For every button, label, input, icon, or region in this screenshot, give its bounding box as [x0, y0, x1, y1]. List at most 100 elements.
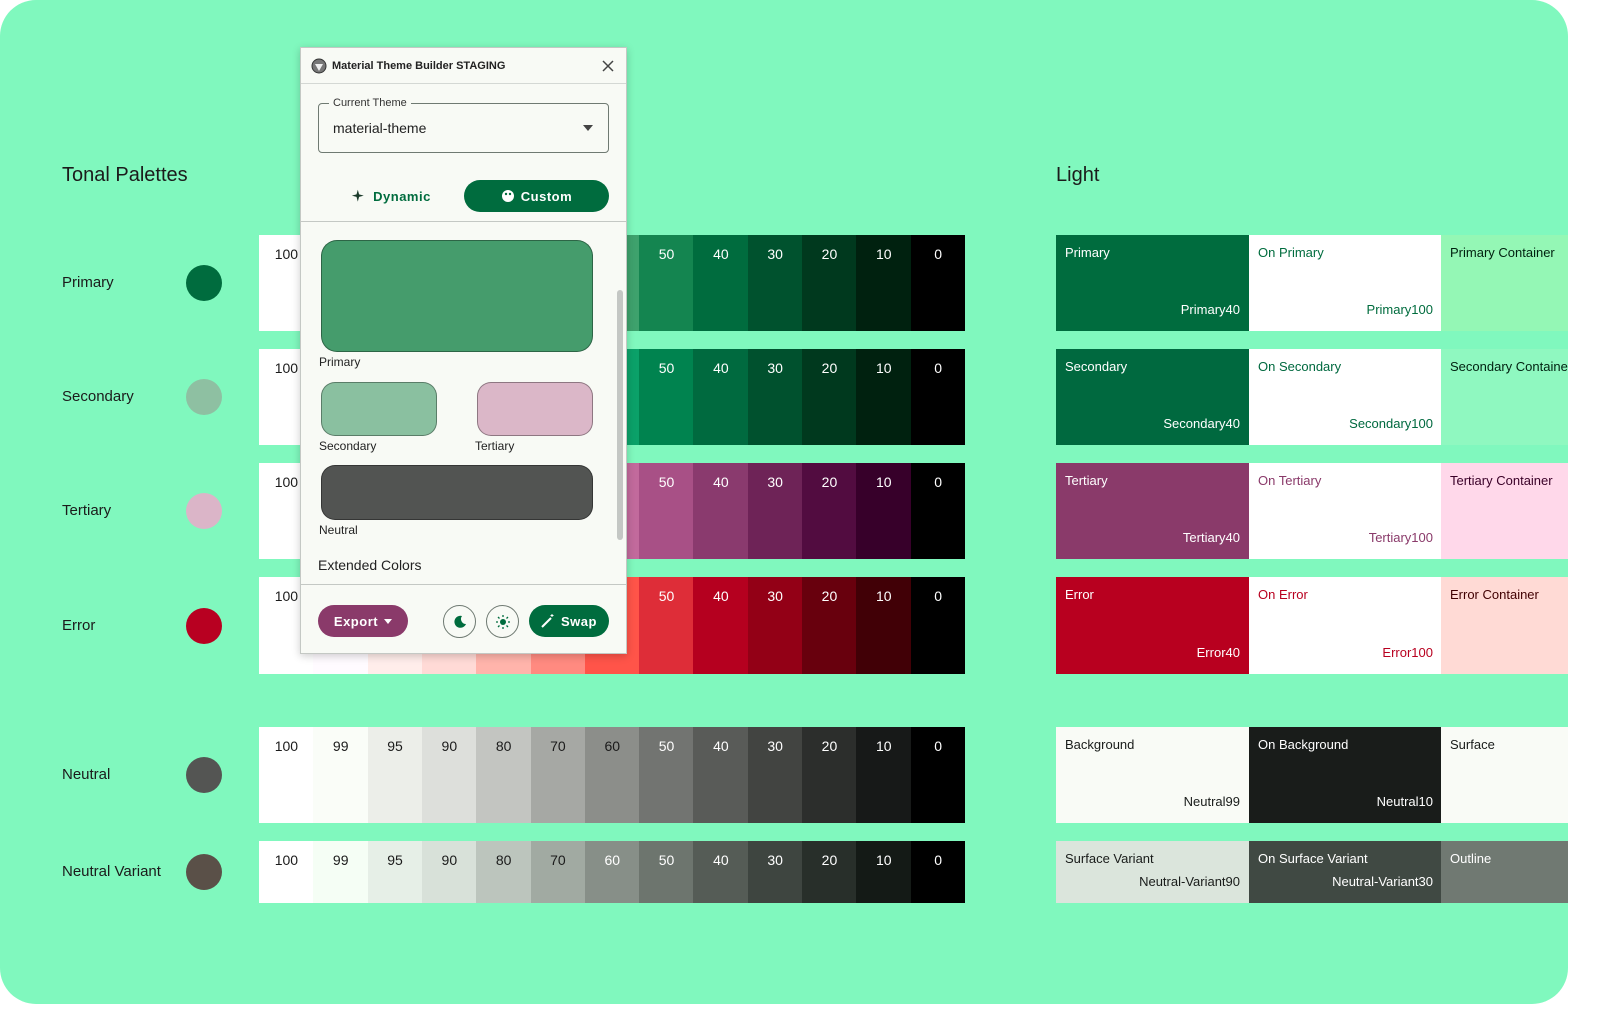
color-role-card: Secondary Container [1441, 349, 1568, 445]
tone-label: 90 [441, 738, 458, 754]
tone-swatch: 50 [639, 727, 694, 823]
tone-label: 20 [821, 474, 838, 490]
palette-name: Neutral [62, 766, 111, 783]
tone-swatch: 50 [639, 463, 694, 559]
plugin-panel: Material Theme Builder STAGING Current T… [300, 47, 627, 654]
custom-tab[interactable]: Custom [464, 180, 609, 212]
swatch[interactable] [477, 382, 593, 436]
key-color [186, 607, 222, 644]
wand-icon [541, 614, 554, 628]
tone-swatch: 60 [584, 727, 640, 823]
swatch[interactable] [321, 465, 593, 520]
color-role-card: Background Neutral99 [1056, 727, 1249, 823]
role-tone: Secondary40 [1163, 416, 1240, 431]
tone-swatch: 20 [802, 727, 857, 823]
role-name: Tertiary Container [1450, 473, 1553, 488]
canvas: Tonal Palettes Light Material Theme Buil… [0, 0, 1568, 1004]
tone-swatch: 0 [910, 577, 966, 674]
tone-label: 40 [713, 360, 729, 376]
role-name: Background [1065, 737, 1135, 752]
tone-label: 10 [875, 588, 892, 604]
tone-label: 40 [713, 588, 729, 604]
tone-label: 20 [821, 738, 838, 754]
color-role-card: On Primary Primary100 [1249, 235, 1442, 331]
swatch-label: Primary [319, 355, 361, 369]
tone-swatch: 80 [476, 727, 532, 823]
dynamic-tab[interactable]: Dynamic [341, 180, 441, 212]
dark-mode-button[interactable] [443, 605, 476, 638]
tone-label: 80 [495, 852, 512, 868]
button-label: Export [333, 613, 379, 629]
tone-label: 60 [604, 738, 621, 754]
arrow [384, 618, 393, 624]
palette-icon [501, 190, 514, 202]
color-role-card: Secondary Secondary40 [1056, 349, 1249, 445]
theme-dropdown[interactable]: Current Theme material-theme [318, 97, 609, 153]
tone-swatch: 40 [693, 349, 749, 445]
tone-swatch: 10 [856, 727, 912, 823]
role-tone: Tertiary40 [1182, 530, 1240, 545]
tone-swatch: 30 [747, 349, 803, 445]
tone-label: 40 [713, 246, 729, 262]
swatch[interactable] [321, 240, 593, 352]
tone-label: 95 [387, 738, 403, 754]
role-tone: Error100 [1382, 645, 1433, 660]
key-color [186, 854, 222, 890]
header: Material Theme Builder STAGING [301, 48, 626, 84]
role-name: On Error [1258, 587, 1308, 602]
tone-swatch: 40 [693, 463, 749, 559]
swap-button[interactable]: Swap [529, 605, 609, 637]
scroll-area: Primary Secondary Tertiary Neutral Extended… [301, 221, 626, 585]
tone-label: 70 [550, 852, 566, 868]
tone-label: 40 [713, 474, 729, 490]
tone-label: 80 [495, 738, 512, 754]
tone-label: 50 [658, 246, 675, 262]
tone-swatch: 10 [856, 577, 912, 674]
tone-label: 90 [441, 852, 458, 868]
color-role-card: Primary Container [1441, 235, 1568, 331]
tone-swatch: 40 [693, 235, 749, 331]
tone-label: 30 [767, 246, 783, 262]
tone-swatch: 50 [639, 577, 694, 674]
tone-label: 30 [767, 738, 783, 754]
role-tone: Primary100 [1366, 302, 1433, 317]
tone-label: 40 [713, 852, 729, 868]
role-name: Surface [1450, 737, 1495, 752]
tone-label: 0 [934, 246, 942, 262]
tone-label: 50 [658, 738, 675, 754]
tone-swatch: 30 [747, 235, 803, 331]
section-title: Tonal Palettes [62, 164, 188, 186]
role-name: On Background [1258, 737, 1349, 752]
plugin-icon [311, 58, 327, 74]
dropdown-arrow [583, 125, 593, 131]
tone-label: 30 [767, 588, 783, 604]
light-mode-button[interactable] [486, 605, 519, 638]
tone-swatch: 0 [910, 349, 966, 445]
tone-swatch: 60 [584, 841, 640, 903]
tone-swatch: 95 [367, 727, 423, 823]
export-button[interactable]: Export [318, 605, 408, 637]
tone-swatch: 70 [530, 841, 586, 903]
tone-swatch: 70 [530, 727, 586, 823]
role-tone: Error40 [1196, 645, 1240, 660]
tone-swatch: 20 [802, 577, 857, 674]
role-name: On Tertiary [1258, 473, 1322, 488]
tone-label: 10 [875, 474, 892, 490]
tone-label: 50 [658, 360, 675, 376]
color-role-card: Surface [1441, 727, 1568, 823]
sparkle-icon [351, 189, 364, 202]
role-name: Tertiary [1065, 473, 1108, 488]
tone-swatch: 20 [802, 841, 857, 903]
color-role-card: On Background Neutral10 [1249, 727, 1442, 823]
tone-label: 100 [274, 852, 299, 868]
role-tone: Secondary100 [1349, 416, 1433, 431]
tone-label: 10 [875, 360, 892, 376]
tone-label: 100 [274, 474, 299, 490]
tone-label: 0 [934, 474, 942, 490]
tone-swatch: 40 [693, 727, 749, 823]
swatch[interactable] [321, 382, 437, 436]
close-button[interactable] [601, 59, 615, 73]
tone-label: 0 [934, 738, 942, 754]
tone-swatch: 40 [693, 841, 749, 903]
